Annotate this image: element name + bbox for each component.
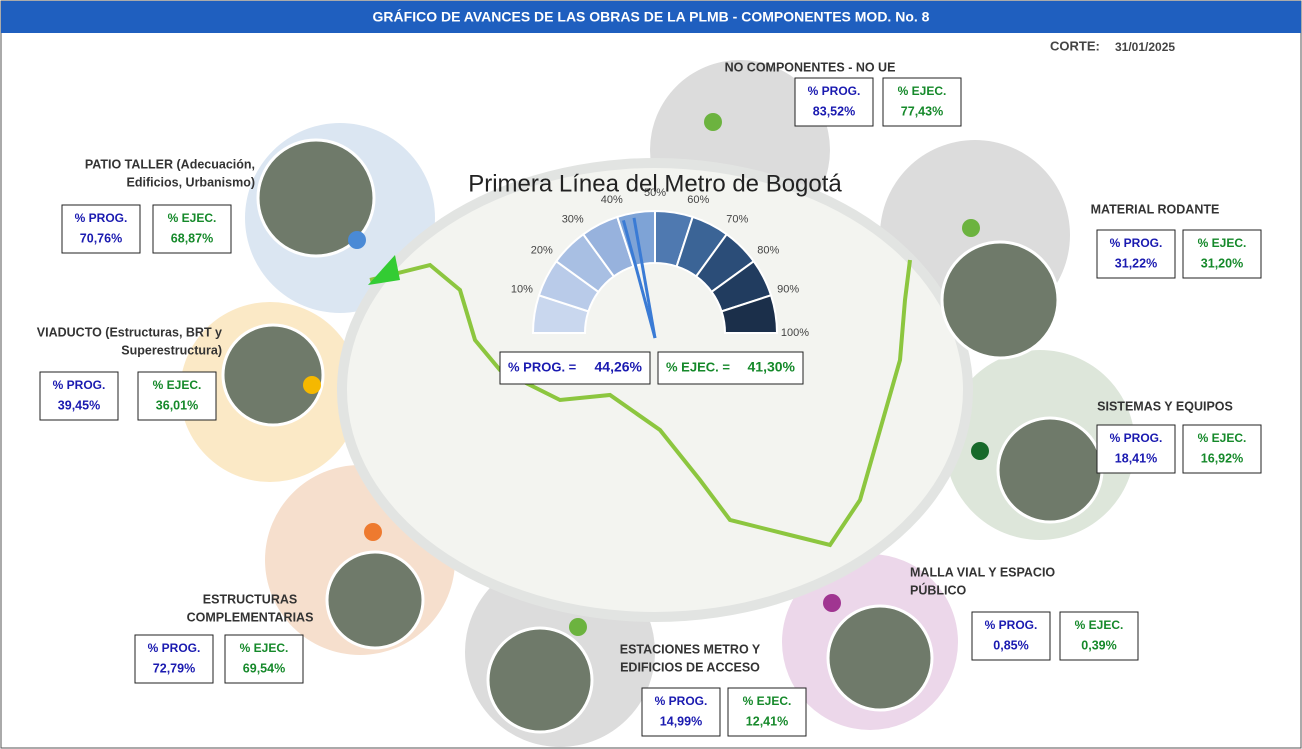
component-value: 36,01%	[156, 398, 198, 412]
component-name: Superestructura)	[121, 343, 222, 357]
component-value: 31,20%	[1201, 256, 1243, 270]
component-dot	[364, 523, 382, 541]
component-value: 12,41%	[746, 714, 788, 728]
component-label: % EJEC.	[898, 84, 947, 98]
gauge-tick-label: 20%	[531, 245, 553, 257]
component-name: MATERIAL RODANTE	[1091, 202, 1220, 216]
component-dot	[348, 231, 366, 249]
component-name: Edificios, Urbanismo)	[127, 175, 256, 189]
component-name: VIADUCTO (Estructuras, BRT y	[37, 325, 222, 339]
component-label: % PROG.	[148, 641, 201, 655]
component-dot	[303, 376, 321, 394]
component-value: 0,85%	[993, 638, 1028, 652]
gauge-tick-label: 60%	[687, 194, 709, 206]
summary-value: 44,26%	[595, 359, 643, 375]
component-value: 18,41%	[1115, 451, 1157, 465]
component-dot	[704, 113, 722, 131]
component-label: % EJEC.	[1075, 618, 1124, 632]
component-value: 70,76%	[80, 231, 122, 245]
component-value: 14,99%	[660, 714, 702, 728]
component-name: PÚBLICO	[910, 582, 967, 597]
component-name: PATIO TALLER (Adecuación,	[85, 157, 255, 171]
component-value: 16,92%	[1201, 451, 1243, 465]
component-dot	[569, 618, 587, 636]
component-name: NO COMPONENTES - NO UE	[725, 60, 896, 74]
summary-value: 41,30%	[748, 359, 796, 375]
component-label: % EJEC.	[1198, 236, 1247, 250]
gauge-tick-label: 30%	[562, 214, 584, 226]
cut-label: CORTE:	[1050, 38, 1100, 53]
component-label: % PROG.	[1110, 236, 1163, 250]
component-label: % EJEC.	[240, 641, 289, 655]
component-label: % PROG.	[808, 84, 861, 98]
component-label: % EJEC.	[1198, 431, 1247, 445]
component-label: % PROG.	[985, 618, 1038, 632]
component-photo	[998, 418, 1102, 522]
component-value: 0,39%	[1081, 638, 1116, 652]
component-photo	[828, 606, 932, 710]
component-photo	[223, 325, 323, 425]
component-name: EDIFICIOS DE ACCESO	[620, 660, 760, 674]
component-photo	[488, 628, 592, 732]
gauge-tick-label: 70%	[726, 214, 748, 226]
component-value: 69,54%	[243, 661, 285, 675]
component-dot	[823, 594, 841, 612]
component-photo	[327, 552, 423, 648]
component-value: 77,43%	[901, 104, 943, 118]
component-label: % PROG.	[655, 694, 708, 708]
gauge-tick-label: 10%	[511, 284, 533, 296]
component-dot	[962, 219, 980, 237]
component-value: 31,22%	[1115, 256, 1157, 270]
cut-date: 31/01/2025	[1115, 40, 1175, 54]
component-dot	[971, 442, 989, 460]
component-label: % EJEC.	[168, 211, 217, 225]
summary-label: % PROG. =	[508, 359, 577, 374]
gauge-tick-label: 50%	[644, 187, 666, 199]
component-value: 39,45%	[58, 398, 100, 412]
component-photo	[942, 242, 1058, 358]
component-name: ESTRUCTURAS	[203, 592, 297, 606]
gauge-tick-label: 40%	[601, 194, 623, 206]
component-name: COMPLEMENTARIAS	[187, 610, 314, 624]
gauge-tick-label: 80%	[757, 245, 779, 257]
gauge-tick-label: 100%	[781, 327, 809, 339]
component-value: 68,87%	[171, 231, 213, 245]
component-name: SISTEMAS Y EQUIPOS	[1097, 399, 1233, 413]
summary-label: % EJEC. =	[666, 359, 730, 374]
component-label: % EJEC.	[743, 694, 792, 708]
component-value: 83,52%	[813, 104, 855, 118]
infographic: GRÁFICO DE AVANCES DE LAS OBRAS DE LA PL…	[0, 0, 1302, 749]
component-label: % PROG.	[75, 211, 128, 225]
component-label: % EJEC.	[153, 378, 202, 392]
page-title: GRÁFICO DE AVANCES DE LAS OBRAS DE LA PL…	[373, 9, 930, 25]
component-name: ESTACIONES METRO Y	[620, 642, 761, 656]
page: {"header": {"title": "GRÁFICO DE AVANCES…	[0, 0, 1302, 749]
gauge-tick-label: 90%	[777, 284, 799, 296]
component-value: 72,79%	[153, 661, 195, 675]
component-label: % PROG.	[1110, 431, 1163, 445]
component-label: % PROG.	[53, 378, 106, 392]
component-name: MALLA VIAL Y ESPACIO	[910, 565, 1055, 579]
